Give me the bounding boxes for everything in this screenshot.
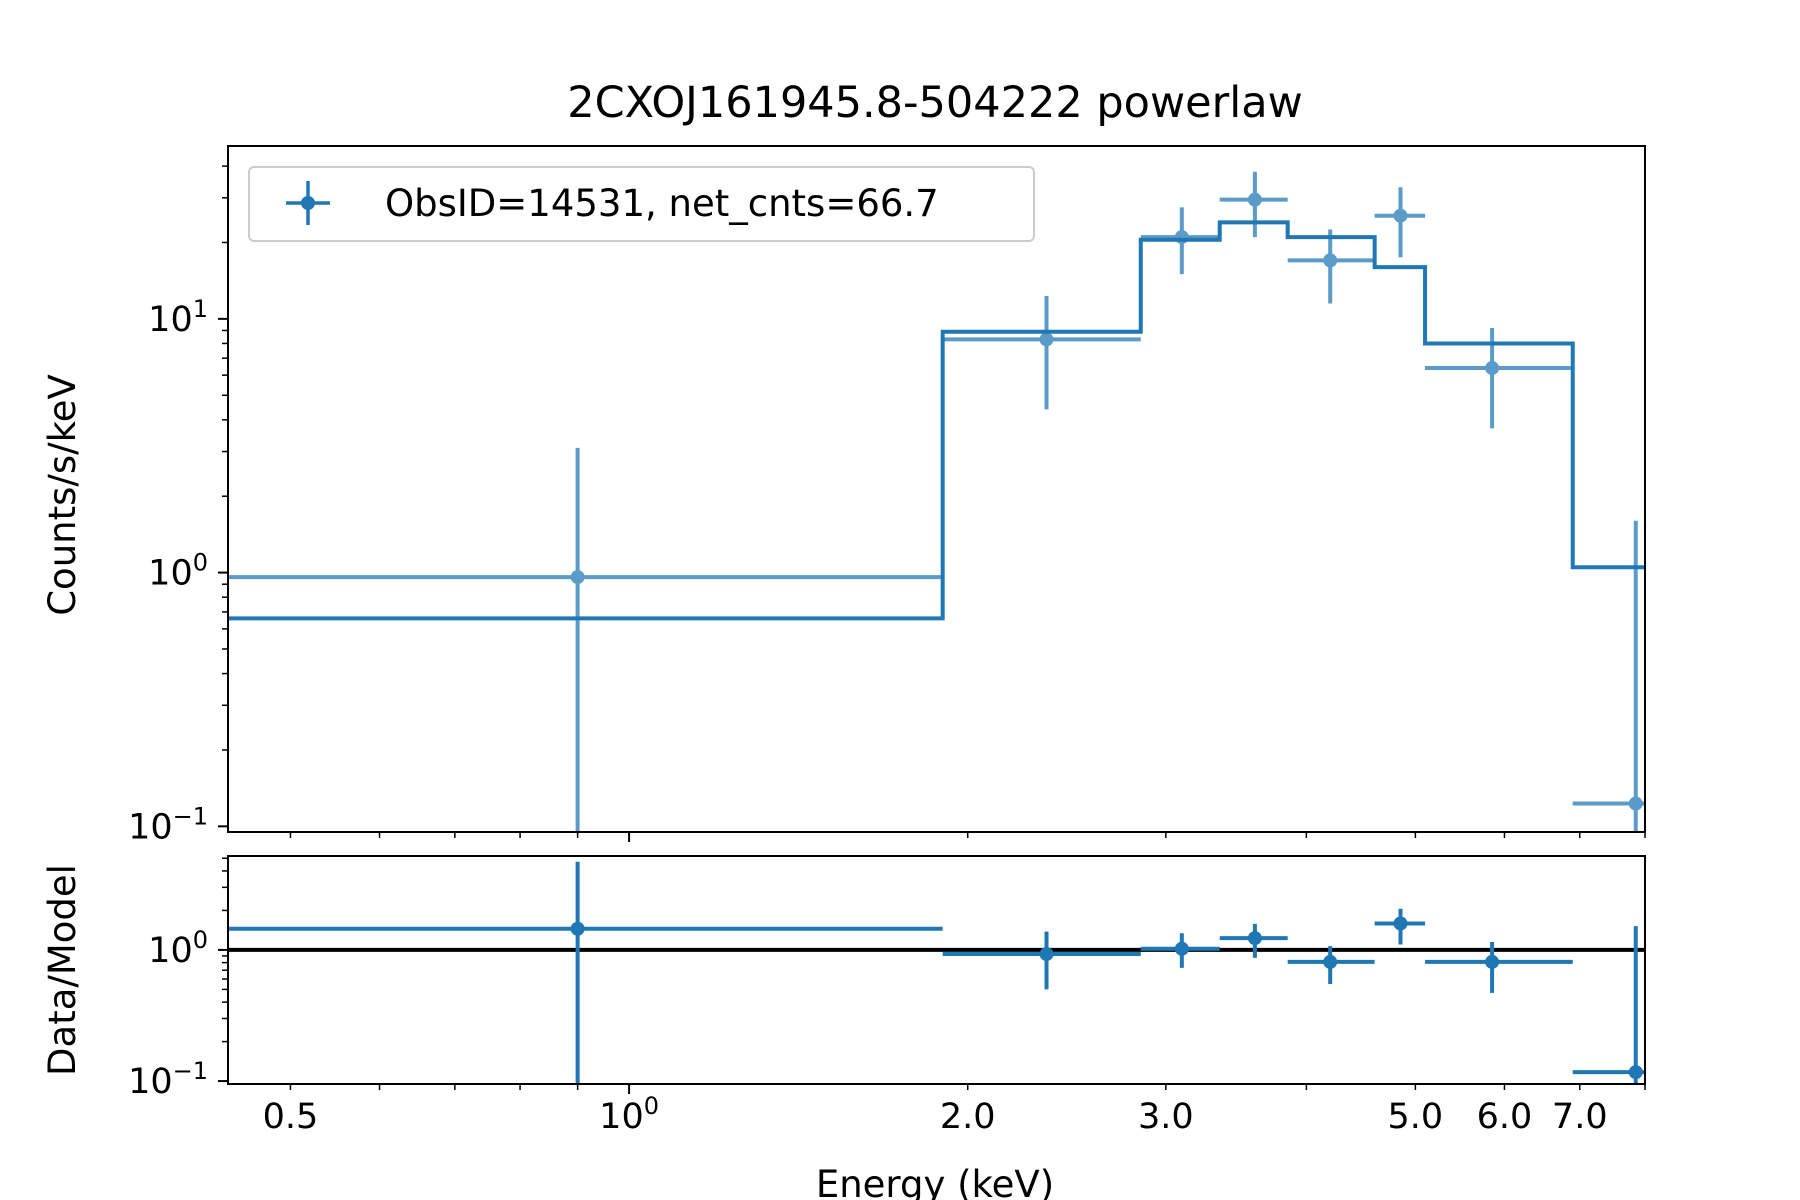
y-tick-label: 101	[148, 295, 208, 340]
x-tick-label: 3.0	[1138, 1097, 1194, 1137]
legend-box	[248, 166, 1035, 242]
legend-label: ObsID=14531, net_cnts=66.7	[385, 182, 939, 225]
ratio-point	[570, 921, 585, 936]
x-tick-label: 0.5	[263, 1097, 319, 1137]
ratio-point	[1323, 954, 1338, 969]
spectrum-point	[1247, 192, 1262, 207]
ratio-panel: 10−1 100	[128, 855, 1646, 1102]
x-axis-label: Energy (keV)	[816, 1163, 1054, 1200]
spectrum-point	[1174, 230, 1189, 245]
spectrum-point	[1323, 253, 1338, 268]
ratio-point	[1174, 941, 1189, 956]
spectrum-point	[1039, 332, 1054, 347]
ratio-point	[1485, 954, 1500, 969]
ratio-point	[1039, 947, 1054, 962]
spectrum-panel: 10−1 100 101	[128, 145, 1646, 847]
model-step-line	[228, 220, 1645, 621]
x-tick-label: 5.0	[1388, 1097, 1444, 1137]
y-tick-label: 10−1	[128, 1057, 208, 1102]
spectrum-point	[1485, 361, 1500, 376]
y-tick-label: 10−1	[128, 802, 208, 847]
x-tick-label: 7.0	[1552, 1097, 1608, 1137]
legend: ObsID=14531, net_cnts=66.7	[248, 166, 1035, 242]
spectrum-point-group	[228, 171, 1645, 832]
chart-title: 2CXOJ161945.8-504222 powerlaw	[567, 78, 1303, 128]
ratio-point	[1393, 916, 1408, 931]
x-tick-label: 6.0	[1477, 1097, 1533, 1137]
top-plot-frame	[227, 145, 1646, 833]
legend-marker	[286, 181, 330, 225]
bottom-plot-frame	[227, 855, 1646, 1085]
spectrum-point	[1628, 796, 1643, 811]
y-tick-label: 100	[148, 926, 208, 971]
bottom-y-axis-label: Data/Model	[41, 864, 84, 1076]
top-y-axis-label: Counts/s/keV	[41, 374, 84, 616]
spectrum-point	[1393, 208, 1408, 223]
ratio-point	[1628, 1065, 1643, 1080]
x-tick-label: 2.0	[940, 1097, 996, 1137]
x-tick-label: 100	[599, 1092, 659, 1137]
ratio-point	[1247, 931, 1262, 946]
spectrum-point	[570, 570, 585, 585]
x-axis-ticks: 0.5 100 2.0 3.0 5.0 6.0 7.0	[263, 832, 1646, 1137]
ratio-point-group	[228, 861, 1645, 1084]
y-tick-label: 100	[148, 549, 208, 594]
